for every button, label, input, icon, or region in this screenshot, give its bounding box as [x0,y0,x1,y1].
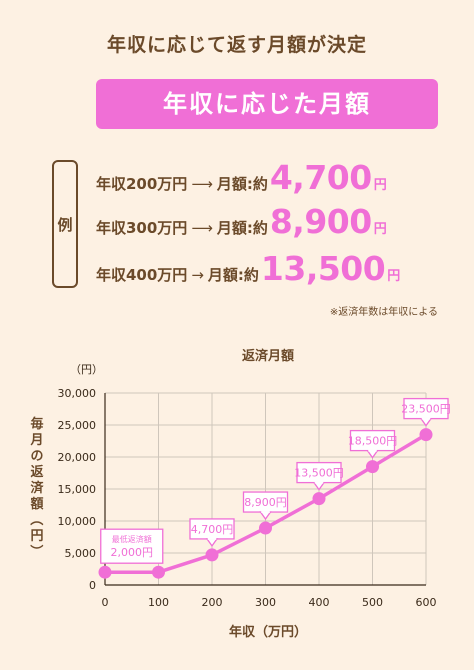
x-tick-label: 600 [416,596,437,609]
arrow-icon: ⟶ [191,175,213,193]
callout: 18,500円 [348,429,398,459]
y-ticks: 0 5,000 10,000 15,000 20,000 25,000 30,000 [58,387,97,592]
callout-value: 18,500円 [348,435,398,448]
callout-value: 13,500円 [294,467,344,480]
example-row-2: 年収300万円 ⟶ 月額:約 8,900 円 [96,202,446,242]
y-axis-title-char: （ [28,512,44,525]
y-tick-label: 0 [89,579,96,592]
callouts: 最低返済額 2,000円 4,700円 8,900円 13,500円 18,500円 23,… [100,397,451,564]
y-axis-title-char: 返 [30,465,43,480]
x-ticks: 0 100 200 300 400 500 600 [102,596,437,609]
y-axis-title-char: 済 [30,480,44,496]
example-label: 月額:約 [216,219,268,237]
x-axis-title: 年収（万円） [229,624,307,640]
example-label: 月額:約 [216,175,268,193]
banner-title: 年収に応じた月額 [96,79,438,129]
y-axis-title-char: ） [28,544,44,557]
callout: 最低返済額 2,000円 [100,528,164,564]
y-axis-title-char: 円 [30,529,43,544]
data-point [366,460,379,474]
example-tag: 例 [52,160,78,288]
example-unit: 円 [373,178,387,193]
example-income: 年収300万円 [96,219,188,237]
callout-title: 最低返済額 [112,534,152,544]
arrow-icon: ⟶ [191,219,213,237]
data-point [259,521,272,535]
series-group [98,428,433,579]
x-tick-label: 100 [148,596,169,609]
callout: 8,900円 [242,491,289,521]
callout-value: 23,500円 [401,403,451,416]
y-axis-title-char: の [30,449,43,464]
callout: 4,700円 [189,518,235,548]
y-unit-label: （円） [70,363,103,376]
data-point [205,548,219,562]
example-row-3: 年収400万円 → 月額:約 13,500 円 [96,249,446,289]
example-unit: 円 [387,269,401,284]
y-tick-label: 25,000 [58,419,97,432]
x-tick-label: 400 [309,596,330,609]
x-tick-label: 200 [202,596,223,609]
data-point [98,565,112,579]
y-tick-label: 20,000 [58,451,97,464]
chart-title: 返済月額 [242,348,294,364]
callout-pointer [259,511,272,521]
data-point [312,492,326,506]
callout-pointer [205,538,219,548]
callout-value: 4,700円 [191,523,234,536]
y-tick-label: 15,000 [58,483,97,496]
example-tag-label: 例 [57,215,73,234]
headline: 年収に応じて返す月額が決定 [106,34,367,56]
example-label: 月額:約 [207,266,259,284]
x-tick-label: 500 [362,596,383,609]
x-tick-label: 300 [255,596,276,609]
y-tick-label: 5,000 [65,547,97,560]
y-axis-title-char: 毎 [30,416,43,432]
x-tick-label: 0 [102,596,109,609]
example-income: 年収200万円 [96,175,188,193]
footnote: ※返済年数は年収による [329,307,438,318]
example-amount: 4,700 [269,158,372,197]
example-amount: 8,900 [269,202,372,241]
callout-box [100,528,164,564]
example-row-1: 年収200万円 ⟶ 月額:約 4,700 円 [96,158,446,198]
example-income: 年収400万円 [96,266,188,284]
callout-value: 2,000円 [111,546,154,559]
data-point [419,428,433,442]
callout: 23,500円 [401,397,451,427]
y-axis-title-char: 月 [29,433,43,448]
example-amount: 13,500 [260,249,386,288]
arrow-icon: → [191,266,204,284]
y-tick-label: 30,000 [58,387,97,400]
callout: 13,500円 [294,461,344,491]
y-axis-title-char: 額 [29,496,43,512]
callout-value: 8,900円 [244,496,287,509]
data-point [152,565,165,579]
y-tick-label: 10,000 [58,515,97,528]
example-unit: 円 [373,222,387,237]
